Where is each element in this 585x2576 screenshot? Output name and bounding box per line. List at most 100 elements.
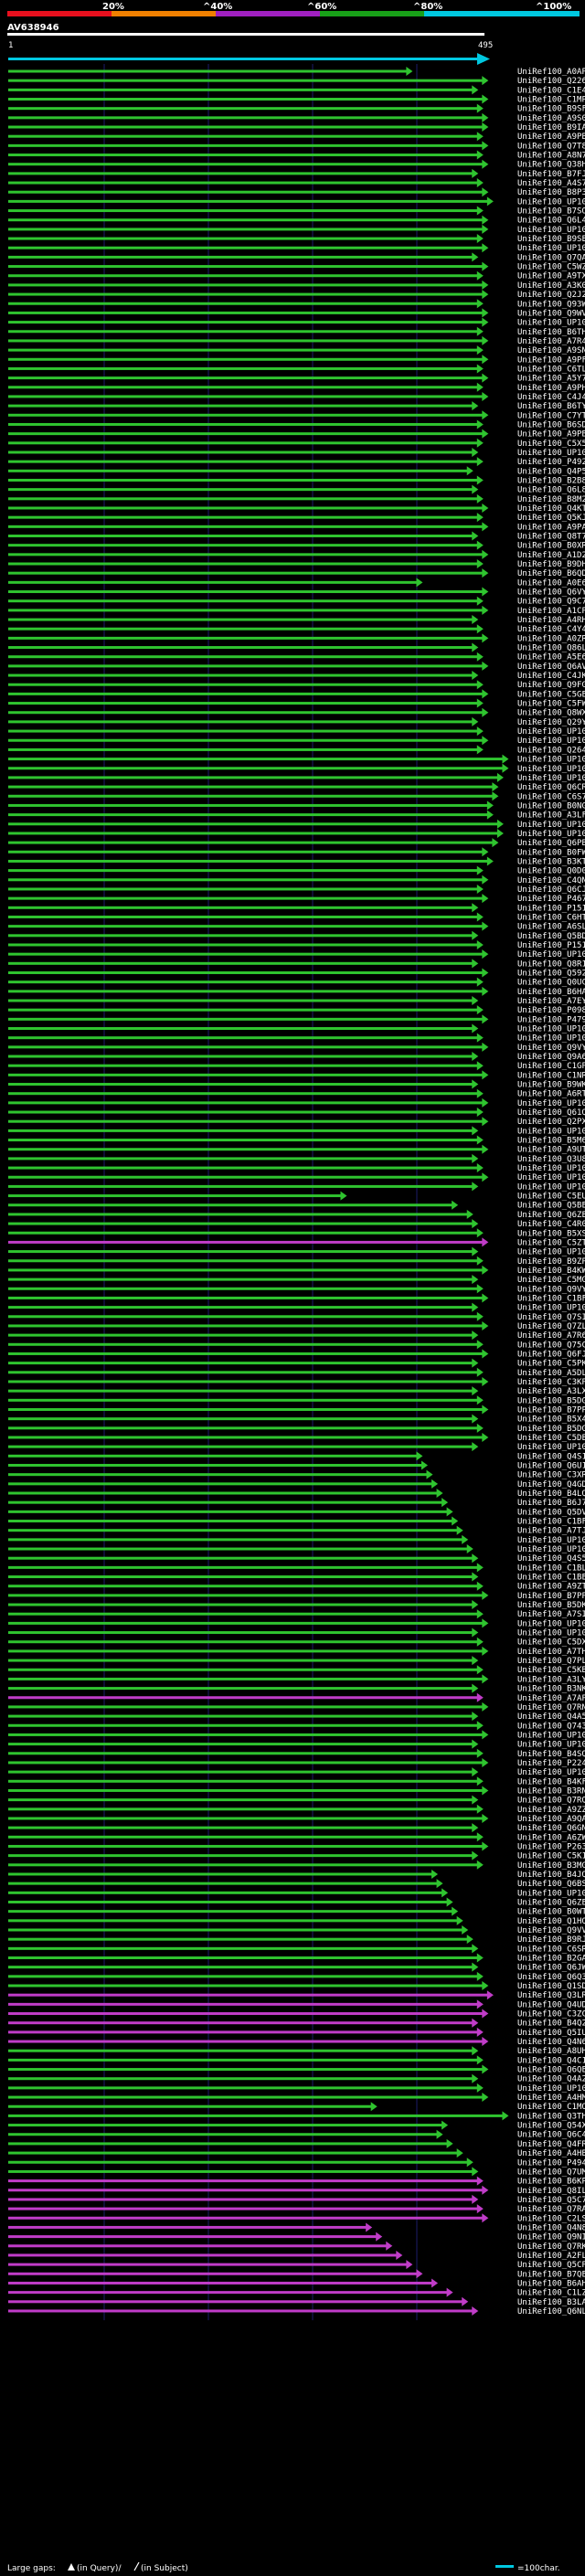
hit-bar[interactable] xyxy=(8,1268,484,1272)
hit-row[interactable]: UniRef100_Q8WXD2 xyxy=(8,707,585,718)
hit-label[interactable]: UniRef100_Q7RN21 xyxy=(517,1703,585,1712)
hit-label[interactable]: UniRef100_Q5BEL7 xyxy=(517,1202,585,1211)
hit-row[interactable]: UniRef100_UP1000… xyxy=(8,1534,585,1545)
hit-row[interactable]: UniRef100_Q4P5H0 xyxy=(8,466,585,476)
hit-bar[interactable] xyxy=(8,1556,473,1560)
hit-row[interactable]: UniRef100_P22451 xyxy=(8,1757,585,1768)
hit-label[interactable]: UniRef100_B0FWK5 xyxy=(517,848,585,857)
hit-bar[interactable] xyxy=(8,1083,473,1087)
hit-row[interactable]: UniRef100_B2B802 xyxy=(8,475,585,485)
hit-label[interactable]: UniRef100_UP1000… xyxy=(517,1629,585,1638)
hit-label[interactable]: UniRef100_Q29YD4 xyxy=(517,718,585,727)
hit-bar[interactable] xyxy=(8,2207,478,2210)
hit-bar[interactable] xyxy=(8,1510,448,1513)
hit-bar[interactable] xyxy=(8,246,484,249)
hit-row[interactable]: UniRef100_B7QEB4 xyxy=(8,2269,585,2279)
hit-bar[interactable] xyxy=(8,2160,468,2164)
hit-row[interactable]: UniRef100_A6RT98 xyxy=(8,1088,585,1099)
hit-row[interactable]: UniRef100_Q7ZLN7 xyxy=(8,1320,585,1331)
hit-label[interactable]: UniRef100_Q26481 xyxy=(517,746,585,755)
hit-row[interactable]: UniRef100_A9ZZE5 xyxy=(8,1804,585,1815)
hit-label[interactable]: UniRef100_C1MOG8 xyxy=(517,2103,585,2112)
hit-bar[interactable] xyxy=(8,1027,473,1031)
hit-bar[interactable] xyxy=(8,1817,484,1820)
hit-bar[interactable] xyxy=(8,683,478,686)
hit-row[interactable]: UniRef100_B6TYP7 xyxy=(8,401,585,411)
hit-row[interactable]: UniRef100_C6HT62 xyxy=(8,912,585,922)
hit-label[interactable]: UniRef100_P15126 xyxy=(517,904,585,913)
hit-bar[interactable] xyxy=(8,1659,473,1662)
hit-label[interactable]: UniRef100_Q592Q9 xyxy=(517,969,585,978)
hit-label[interactable]: UniRef100_Q5DVH8 xyxy=(517,1508,585,1517)
hit-label[interactable]: UniRef100_C1BLC4 xyxy=(517,1564,585,1573)
hit-label[interactable]: UniRef100_Q7QAY5 xyxy=(517,253,585,262)
hit-label[interactable]: UniRef100_Q4S138 xyxy=(517,1452,585,1461)
hit-bar[interactable] xyxy=(8,1687,473,1691)
hit-bar[interactable] xyxy=(8,2235,378,2239)
hit-row[interactable]: UniRef100_UP1000… xyxy=(8,243,585,253)
hit-bar[interactable] xyxy=(8,1454,418,1458)
hit-label[interactable]: UniRef100_A9ZT78 xyxy=(517,1583,585,1592)
hit-row[interactable]: UniRef100_Q6CRR9 xyxy=(8,782,585,792)
hit-label[interactable]: UniRef100_UP1000… xyxy=(517,449,585,458)
hit-bar[interactable] xyxy=(8,1565,478,1569)
hit-row[interactable]: UniRef100_A5E640 xyxy=(8,652,585,663)
hit-label[interactable]: UniRef100_A7R6X8 xyxy=(517,1331,585,1341)
hit-label[interactable]: UniRef100_UP1000… xyxy=(517,1025,585,1034)
hit-label[interactable]: UniRef100_A9PHH3 xyxy=(517,384,585,393)
hit-row[interactable]: UniRef100_Q93WV5 xyxy=(8,299,585,309)
hit-label[interactable]: UniRef100_Q6ZE92 xyxy=(517,1898,585,1907)
hit-bar[interactable] xyxy=(8,981,478,984)
hit-bar[interactable] xyxy=(8,1835,478,1839)
hit-label[interactable]: UniRef100_P49405 xyxy=(517,2158,585,2168)
hit-label[interactable]: UniRef100_Q6U114 xyxy=(517,1462,585,1471)
hit-bar[interactable] xyxy=(8,599,478,603)
hit-label[interactable]: UniRef100_Q7ZLN7 xyxy=(517,1322,585,1331)
hit-bar[interactable] xyxy=(8,2040,484,2043)
hit-row[interactable]: UniRef100_Q7RQ90 xyxy=(8,1795,585,1806)
hit-bar[interactable] xyxy=(8,357,484,361)
hit-bar[interactable] xyxy=(8,970,484,974)
hit-label[interactable]: UniRef100_UP1000… xyxy=(517,1099,585,1108)
hit-bar[interactable] xyxy=(8,1426,478,1430)
hit-label[interactable]: UniRef100_C5GEB5 xyxy=(517,690,585,699)
hit-row[interactable]: UniRef100_Q6L4L4 xyxy=(8,215,585,226)
hit-bar[interactable] xyxy=(8,1621,484,1625)
hit-bar[interactable] xyxy=(8,1798,473,1802)
hit-row[interactable]: UniRef100_UP1000… xyxy=(8,763,585,774)
hit-row[interactable]: UniRef100_Q9NIU2 xyxy=(8,2231,585,2242)
hit-row[interactable]: UniRef100_B0NGA6 xyxy=(8,800,585,811)
hit-row[interactable]: UniRef100_C1MPK4 xyxy=(8,94,585,105)
hit-bar[interactable] xyxy=(8,116,484,120)
hit-row[interactable]: UniRef100_Q6Q353 xyxy=(8,1971,585,1982)
hit-row[interactable]: UniRef100_C5EU22 xyxy=(8,1191,585,1202)
hit-bar[interactable] xyxy=(8,1139,478,1142)
hit-bar[interactable] xyxy=(8,2309,473,2313)
hit-bar[interactable] xyxy=(8,2169,473,2173)
hit-row[interactable]: UniRef100_Q6VY92 xyxy=(8,587,585,598)
hit-row[interactable]: UniRef100_Q6BSQ2 xyxy=(8,1879,585,1889)
hit-row[interactable]: UniRef100_Q6CJW1 xyxy=(8,884,585,895)
hit-row[interactable]: UniRef100_UP1000… xyxy=(8,1172,585,1182)
hit-bar[interactable] xyxy=(8,1464,422,1467)
hit-label[interactable]: UniRef100_UP1000… xyxy=(517,1173,585,1182)
hit-label[interactable]: UniRef100_B5XSS8 xyxy=(517,1229,585,1238)
hit-label[interactable]: UniRef100_Q0UCV5 xyxy=(517,979,585,988)
hit-label[interactable]: UniRef100_C5ZTF1 xyxy=(517,1238,585,1247)
hit-bar[interactable] xyxy=(8,2133,438,2136)
hit-label[interactable]: UniRef100_A7SI19 xyxy=(517,1610,585,1619)
hit-label[interactable]: UniRef100_B4KWN5 xyxy=(517,1267,585,1276)
hit-bar[interactable] xyxy=(8,376,484,380)
hit-row[interactable]: UniRef100_P47962 xyxy=(8,1014,585,1024)
hit-bar[interactable] xyxy=(8,1324,484,1328)
hit-label[interactable]: UniRef100_A2FL91 xyxy=(517,2252,585,2261)
hit-row[interactable]: UniRef100_C1LZY7 xyxy=(8,2287,585,2298)
hit-row[interactable]: UniRef100_UP1000… xyxy=(8,1097,585,1108)
hit-bar[interactable] xyxy=(8,1779,478,1783)
hit-row[interactable]: UniRef100_C4J4H5 xyxy=(8,391,585,402)
hit-label[interactable]: UniRef100_P22451 xyxy=(517,1759,585,1768)
hit-bar[interactable] xyxy=(8,896,484,900)
hit-row[interactable]: UniRef100_UP1000… xyxy=(8,1627,585,1638)
hit-label[interactable]: UniRef100_Q8WXD2 xyxy=(517,709,585,718)
hit-row[interactable]: UniRef100_B6HAZ3 xyxy=(8,986,585,997)
